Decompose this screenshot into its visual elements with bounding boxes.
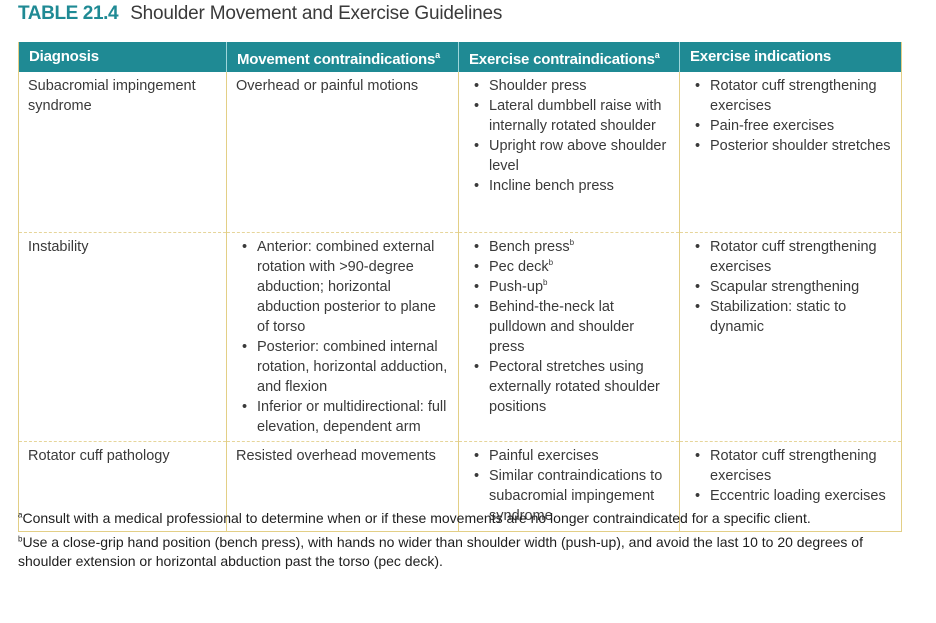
list-item: Inferior or multidirectional: full eleva… [236, 397, 448, 437]
list-item: Lateral dumbbell raise with internally r… [468, 96, 669, 136]
list-item: Rotator cuff strengthening exercises [689, 237, 891, 277]
list-item: Rotator cuff strengthening exercises [689, 446, 891, 486]
guidelines-table: Diagnosis Movement contraindicationsa Ex… [18, 42, 902, 532]
movement-cell: Overhead or painful motions [226, 72, 459, 232]
list-item: Scapular strengthening [689, 277, 891, 297]
table-caption: Shoulder Movement and Exercise Guideline… [130, 3, 503, 24]
exercise-ind-cell: Rotator cuff strengthening exercises Pai… [679, 72, 902, 232]
footnote-a: aConsult with a medical professional to … [18, 510, 811, 526]
list-item: Push-upb [468, 277, 669, 297]
footnote-b: bUse a close-grip hand position (bench p… [18, 534, 863, 569]
exercise-ind-cell: Rotator cuff strengthening exercises Sca… [679, 232, 902, 441]
list-item: Pectoral stretches using externally rota… [468, 357, 669, 417]
list-item: Pec deckb [468, 257, 669, 277]
list-item: Eccentric loading exercises [689, 486, 891, 506]
diagnosis-cell: Rotator cuff pathology [28, 447, 170, 464]
diagnosis-cell: Subacromial impingement syndrome [28, 78, 196, 114]
table-row: Rotator cuff pathology Resisted overhead… [18, 441, 902, 531]
header-movement-contraindications: Movement contraindicationsa [226, 42, 459, 72]
movement-cell: Anterior: combined external rotation wit… [226, 232, 459, 441]
list-item: Pain-free exercises [689, 116, 891, 136]
header-diagnosis: Diagnosis [18, 42, 227, 72]
exercise-ind-cell: Rotator cuff strengthening exercises Ecc… [679, 441, 902, 531]
list-item: Behind-the-neck lat pulldown and shoulde… [468, 297, 669, 357]
list-item: Rotator cuff strengthening exercises [689, 76, 891, 116]
list-item: Posterior: combined internal rotation, h… [236, 337, 448, 397]
list-item: Shoulder press [468, 76, 669, 96]
list-item: Stabilization: static to dynamic [689, 297, 891, 337]
header-row: Diagnosis Movement contraindicationsa Ex… [18, 42, 902, 72]
exercise-contra-cell: Bench pressb Pec deckb Push-upb Behind-t… [458, 232, 680, 441]
table-row: Subacromial impingement syndrome Overhea… [19, 72, 902, 232]
list-item: Painful exercises [468, 446, 669, 466]
table-number: TABLE 21.4 [18, 3, 119, 24]
movement-cell: Resisted overhead movements [226, 441, 459, 531]
list-item: Posterior shoulder stretches [689, 136, 891, 156]
header-exercise-contraindications: Exercise contraindicationsa [458, 42, 680, 72]
header-exercise-indications: Exercise indications [679, 42, 902, 72]
list-item: Bench pressb [468, 237, 669, 257]
table-title: TABLE 21.4 Shoulder Movement and Exercise… [18, 3, 502, 25]
table-row: Instability Anterior: combined external … [18, 232, 902, 441]
exercise-contra-cell: Shoulder press Lateral dumbbell raise wi… [458, 72, 680, 232]
list-item: Similar contraindications to subacromial… [468, 466, 669, 526]
exercise-contra-cell: Painful exercises Similar contraindicati… [458, 441, 680, 531]
list-item: Anterior: combined external rotation wit… [236, 237, 448, 337]
diagnosis-cell: Instability [28, 238, 89, 255]
list-item: Upright row above shoulder level [468, 136, 669, 176]
list-item: Incline bench press [468, 176, 669, 196]
